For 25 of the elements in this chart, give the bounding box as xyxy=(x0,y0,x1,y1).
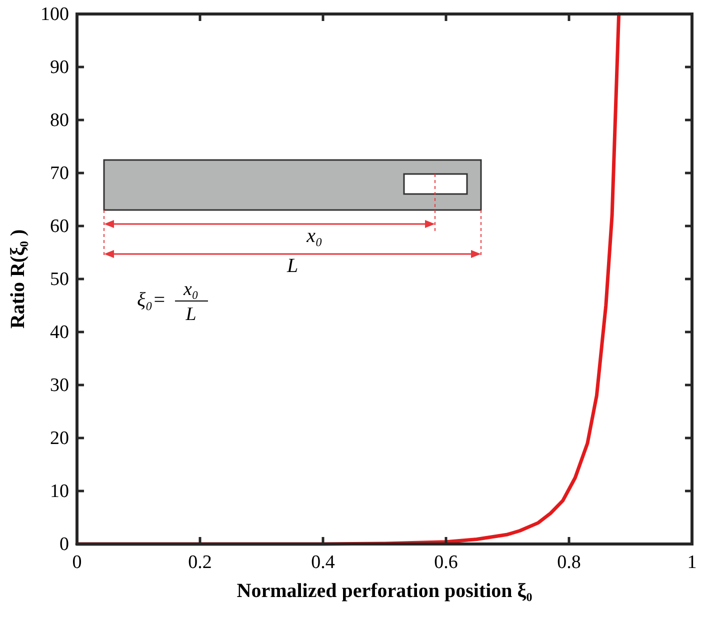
annotation: L xyxy=(286,255,298,277)
x-axis-title: Normalized perforation position ξ₀ xyxy=(236,580,532,602)
y-tick-label: 60 xyxy=(50,216,69,237)
x-tick-label: 0.6 xyxy=(434,552,458,573)
y-tick-label: 80 xyxy=(50,110,69,131)
y-tick-label: 10 xyxy=(50,481,69,502)
x-tick-label: 0.4 xyxy=(311,552,336,573)
x-tick-label: 0.8 xyxy=(557,552,581,573)
y-tick-label: 50 xyxy=(50,269,69,290)
annotation: ξ₀= xyxy=(137,289,166,311)
y-tick-label: 30 xyxy=(50,375,69,396)
annotation: x₀ xyxy=(306,225,322,247)
y-tick-label: 100 xyxy=(40,4,69,25)
annotation: L xyxy=(184,304,196,325)
line-series xyxy=(75,12,621,546)
annotation: x₀ xyxy=(182,279,199,300)
x-tick-label: 0 xyxy=(72,552,82,573)
x-tick-label: 1 xyxy=(687,552,697,573)
y-tick-label: 0 xyxy=(60,534,69,555)
y-tick-label: 20 xyxy=(50,428,69,449)
y-tick-label: 90 xyxy=(50,57,69,78)
y-tick-label: 70 xyxy=(50,163,69,184)
y-axis-title: Ratio R(ξ₀ ) xyxy=(7,229,29,329)
y-tick-label: 40 xyxy=(50,322,69,343)
x-tick-label: 0.2 xyxy=(188,552,212,573)
